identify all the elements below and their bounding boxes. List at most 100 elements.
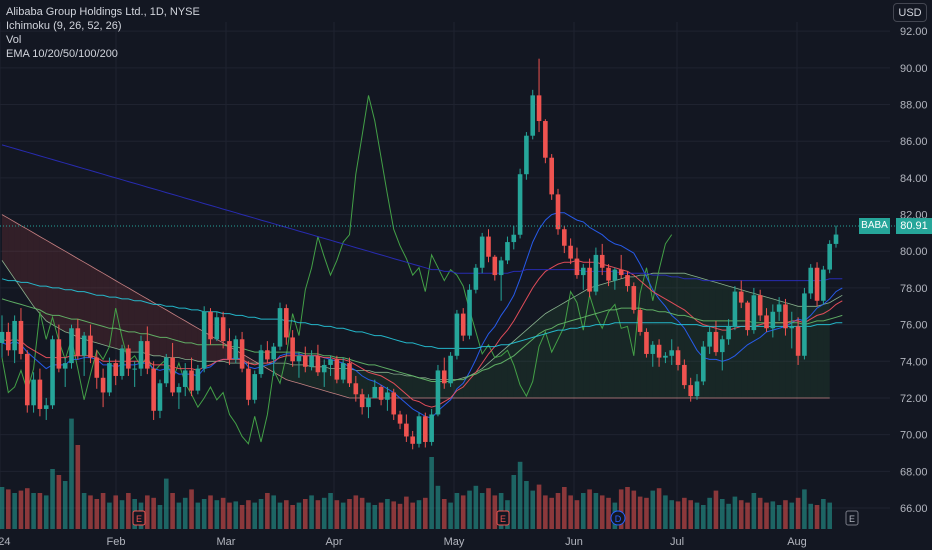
cloud-segment xyxy=(469,372,476,398)
volume-bar xyxy=(271,495,276,529)
candle-body xyxy=(378,386,384,400)
volume-bar xyxy=(195,502,201,529)
candle-body xyxy=(246,368,251,400)
ema-label[interactable]: EMA 10/20/50/100/200 xyxy=(6,48,118,60)
cloud-segment xyxy=(412,375,419,398)
symbol-title[interactable]: Alibaba Group Holdings Ltd., 1D, NYSE xyxy=(6,6,200,18)
volume-bar xyxy=(814,505,820,529)
candle-body xyxy=(290,337,295,362)
candle-body xyxy=(682,364,687,386)
candle-body xyxy=(745,302,750,331)
cloud-segment xyxy=(20,225,28,298)
volume-bar xyxy=(423,497,428,529)
cloud-segment xyxy=(90,265,97,343)
cloud-segment xyxy=(141,295,148,354)
candle-body xyxy=(119,348,125,376)
volume-bar xyxy=(201,499,207,529)
candle-body xyxy=(517,174,523,235)
volume-bar xyxy=(189,489,194,529)
cloud-segment xyxy=(709,280,716,398)
cloud-segment xyxy=(185,320,192,360)
cloud-segment xyxy=(419,377,426,398)
volume-bar xyxy=(88,495,93,529)
volume-bar xyxy=(0,487,5,529)
candle-body xyxy=(271,346,276,360)
volume-label[interactable]: Vol xyxy=(6,34,22,46)
cloud-segment xyxy=(450,379,457,398)
volume-bar xyxy=(562,487,567,529)
volume-bar xyxy=(220,497,226,529)
candle-body xyxy=(372,386,378,398)
cloud-segment xyxy=(646,273,653,398)
volume-bar xyxy=(479,493,485,529)
volume-bar xyxy=(309,495,314,529)
cloud-segment xyxy=(715,282,723,398)
candle-body xyxy=(6,331,11,351)
candle-body xyxy=(492,256,498,276)
volume-bar xyxy=(151,497,156,529)
volume-bar xyxy=(587,489,592,529)
candle-body xyxy=(176,386,182,393)
currency-button[interactable]: USD xyxy=(893,3,927,22)
cloud-segment xyxy=(425,377,432,398)
volume-bar xyxy=(366,502,371,529)
cloud-segment xyxy=(817,304,824,398)
volume-bar xyxy=(441,499,447,529)
candle-body xyxy=(208,311,213,340)
volume-bar xyxy=(675,501,681,529)
volume-bar xyxy=(656,488,662,529)
dividend-marker xyxy=(610,510,626,526)
candle-body xyxy=(675,350,681,365)
volume-bar xyxy=(69,418,74,529)
volume-bar xyxy=(757,497,763,529)
candle-body xyxy=(448,355,453,384)
volume-bar xyxy=(694,502,700,529)
cloud-segment xyxy=(570,295,577,398)
ichimoku-label[interactable]: Ichimoku (9, 26, 52, 26) xyxy=(6,20,122,32)
volume-bar xyxy=(265,493,270,529)
candle-body xyxy=(353,383,359,395)
candle-body xyxy=(593,254,599,292)
candle-body xyxy=(536,95,542,122)
volume-bar xyxy=(802,489,807,529)
candle-body xyxy=(713,331,719,353)
volume-bar xyxy=(239,505,245,529)
volume-bar xyxy=(113,495,119,529)
volume-bar xyxy=(606,497,611,529)
candle-body xyxy=(454,313,460,356)
cloud-segment xyxy=(722,284,729,398)
x-tick-label: Aug xyxy=(787,536,807,548)
volume-bar xyxy=(492,495,498,529)
volume-bar xyxy=(340,502,346,529)
candle-body xyxy=(599,254,605,268)
volume-bar xyxy=(233,501,239,529)
volume-bar xyxy=(100,493,106,529)
volume-bar xyxy=(246,500,251,529)
volume-bar xyxy=(524,481,529,529)
cloud-segment xyxy=(494,352,502,398)
cloud-segment xyxy=(444,379,451,398)
candle-body xyxy=(827,243,832,270)
candle-body xyxy=(802,293,807,356)
last-price-label: 80.91 xyxy=(896,218,932,234)
volume-bar xyxy=(618,489,624,529)
volume-bar xyxy=(378,502,384,529)
volume-bar xyxy=(284,500,289,529)
cloud-segment xyxy=(595,284,603,398)
cloud-segment xyxy=(27,229,34,307)
volume-bar xyxy=(599,495,605,529)
cloud-segment xyxy=(583,287,590,398)
volume-bar xyxy=(460,495,466,529)
volume-bar xyxy=(334,500,340,529)
event-marker-label: E xyxy=(136,514,142,524)
y-tick-label: 92.00 xyxy=(900,26,928,38)
y-tick-label: 72.00 xyxy=(900,393,928,405)
cloud-segment xyxy=(178,317,186,360)
candle-body xyxy=(650,344,656,354)
candle-body xyxy=(435,370,441,415)
cloud-segment xyxy=(362,370,369,398)
volume-bar xyxy=(176,502,182,529)
cloud-segment xyxy=(2,214,9,270)
